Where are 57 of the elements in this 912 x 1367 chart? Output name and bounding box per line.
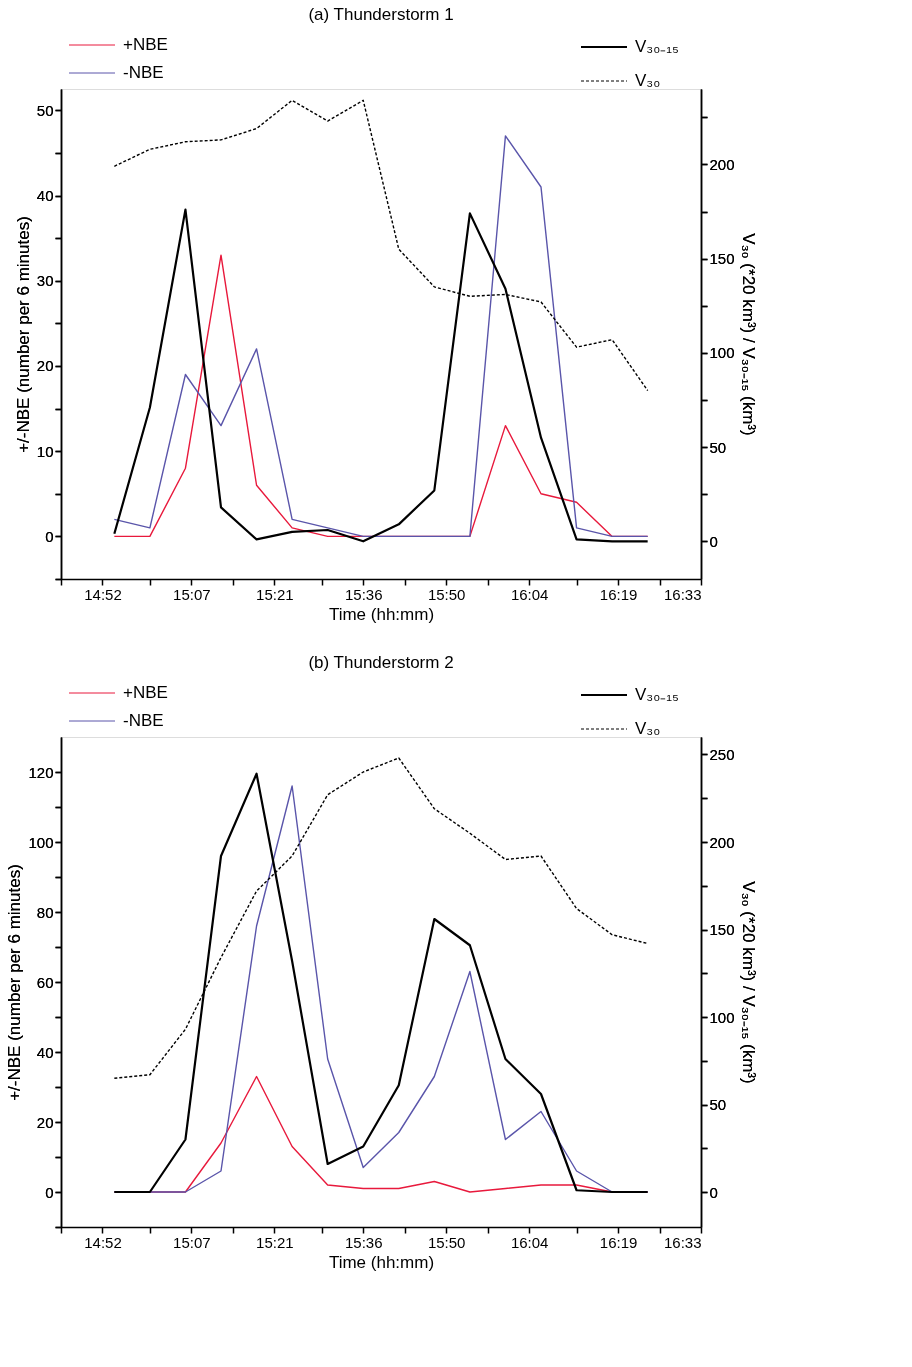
y2-tick-label: 100 [709, 344, 735, 362]
y2-tick-label: 0 [709, 532, 718, 550]
y-tick-label: 0 [45, 527, 54, 545]
y-tick-label: 40 [36, 1043, 54, 1061]
y-axis-title: +/-NBE (number per 6 minutes) [13, 216, 33, 453]
x-tick-label: 16:04 [510, 1233, 549, 1251]
y-tick-label: 40 [36, 187, 54, 205]
y2-axis-title: V₃₀ (*20 km³) / V₃₀₋₁₅ (km³) [738, 881, 758, 1084]
x-tick-label: 15:50 [427, 1233, 466, 1251]
y-tick-label: 0 [45, 1183, 54, 1201]
x-tick-label: 15:07 [173, 585, 211, 603]
y-tick-label: 10 [36, 442, 54, 460]
legend-label: -NBE [123, 711, 164, 730]
x-tick-label: 15:50 [427, 585, 466, 603]
x-axis-title: Time (hh:mm) [328, 1252, 435, 1272]
legend-label: V₃₀₋₁₅ [635, 37, 679, 56]
x-tick-label: 15:36 [344, 585, 383, 603]
x-tick-label: 14:52 [84, 1233, 122, 1251]
y-tick-label: 20 [36, 357, 54, 375]
x-tick-label: 16:19 [599, 585, 638, 603]
x-tick-label: 15:07 [173, 1233, 211, 1251]
x-axis-title: Time (hh:mm) [328, 604, 435, 624]
y2-axis-title: V₃₀ (*20 km³) / V₃₀₋₁₅ (km³) [738, 233, 758, 436]
y2-tick-label: 100 [709, 1008, 735, 1026]
legend-label: V₃₀ [635, 71, 661, 90]
x-tick-label: 15:21 [256, 1233, 294, 1251]
legend-label: +NBE [123, 35, 168, 54]
x-tick-label: 16:33 [663, 585, 702, 603]
x-tick-label: 15:36 [344, 1233, 383, 1251]
y2-tick-label: 250 [709, 746, 735, 763]
y-tick-label: 30 [36, 272, 54, 290]
y2-tick-label: 50 [709, 438, 727, 456]
y2-tick-label: 200 [709, 833, 735, 851]
x-tick-label: 16:33 [663, 1233, 702, 1251]
x-tick-label: 14:52 [84, 585, 122, 603]
y2-tick-label: 200 [709, 155, 735, 173]
y-tick-label: 60 [36, 973, 54, 991]
legend-label: +NBE [123, 683, 168, 702]
y-tick-label: 20 [36, 1113, 54, 1131]
chart-title: (b) Thunderstorm 2 [308, 653, 454, 672]
x-tick-label: 16:04 [510, 585, 549, 603]
y-tick-label: 120 [28, 763, 54, 781]
x-tick-label: 16:19 [599, 1233, 638, 1251]
line-series [113, 135, 649, 538]
y-axis-title: +/-NBE (number per 6 minutes) [5, 864, 25, 1101]
legend-label: -NBE [123, 63, 164, 82]
y-tick-label: 100 [28, 833, 54, 851]
y2-tick-label: 150 [709, 250, 735, 268]
legend-label: V₃₀₋₁₅ [635, 685, 679, 704]
legend-label: V₃₀ [635, 719, 661, 738]
x-tick-label: 15:21 [256, 585, 294, 603]
y-tick-label: 80 [36, 903, 54, 921]
y2-tick-label: 50 [709, 1096, 727, 1113]
chart-title: (a) Thunderstorm 1 [308, 5, 454, 24]
y-tick-label: 50 [36, 101, 54, 119]
y2-tick-label: 150 [709, 921, 735, 938]
y2-tick-label: 0 [709, 1183, 718, 1201]
